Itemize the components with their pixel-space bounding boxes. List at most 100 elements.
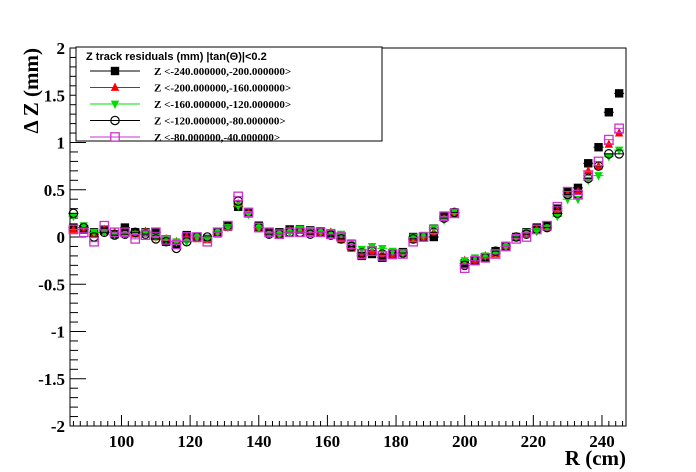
x-axis: 100 120 140 160 180 200 220 240 xyxy=(72,415,624,451)
legend-title: Z track residuals (mm) |tan(Θ)|<0.2 xyxy=(86,51,267,63)
data-point xyxy=(367,246,377,257)
data-point xyxy=(140,230,151,240)
data-point xyxy=(254,224,263,233)
data-point xyxy=(542,224,552,233)
data-point xyxy=(89,236,99,247)
data-point xyxy=(68,224,79,235)
legend-entry-label: Z <-120.000000,-80.000000> xyxy=(154,116,286,128)
data-point xyxy=(275,230,284,240)
x-tick-label: 160 xyxy=(315,432,341,451)
data-point xyxy=(192,233,202,242)
data-point xyxy=(511,233,521,242)
y-tick-label: -1.5 xyxy=(38,370,65,389)
data-point xyxy=(346,239,357,250)
data-point xyxy=(387,249,398,259)
data-point xyxy=(68,208,79,219)
y-tick-label: 2 xyxy=(57,39,66,58)
x-tick-label: 100 xyxy=(109,432,135,451)
y-axis-title: Δ Z (mm) xyxy=(19,48,43,134)
data-point xyxy=(284,227,295,238)
data-point xyxy=(377,251,388,261)
data-point xyxy=(552,201,563,212)
legend-marker xyxy=(110,82,120,91)
data-point xyxy=(244,210,253,220)
data-point xyxy=(212,227,223,238)
data-point xyxy=(109,227,120,238)
data-point xyxy=(253,222,264,233)
data-point xyxy=(78,227,89,238)
data-point xyxy=(594,143,603,152)
data-point xyxy=(532,227,541,237)
data-point xyxy=(213,228,222,238)
y-tick-label: 0.5 xyxy=(44,181,65,200)
data-point xyxy=(120,230,130,240)
data-point xyxy=(192,232,202,242)
data-point xyxy=(531,224,542,235)
legend-marker xyxy=(110,100,120,109)
data-point xyxy=(594,172,603,181)
data-point xyxy=(614,89,624,98)
data-point xyxy=(614,146,624,156)
data-point xyxy=(223,224,233,233)
data-point xyxy=(130,234,141,244)
x-tick-label: 200 xyxy=(452,432,478,451)
data-point xyxy=(295,227,305,238)
y-tick-label: -1 xyxy=(51,323,65,342)
data-point xyxy=(439,211,449,222)
data-point xyxy=(69,224,78,233)
data-point xyxy=(150,227,161,238)
data-point xyxy=(428,224,439,235)
data-point xyxy=(398,249,408,259)
data-point xyxy=(325,229,336,240)
legend-entry-label: Z <-160.000000,-120.000000> xyxy=(154,99,291,111)
legend-entry-label: Z <-240.000000,-200.000000> xyxy=(154,66,291,78)
data-point xyxy=(378,244,387,254)
y-axis: -2 -1.5 -1 -0.5 0 0.5 1 1.5 2 xyxy=(38,39,86,436)
y-tick-label: 0 xyxy=(57,228,66,247)
series-5 xyxy=(68,123,625,274)
x-tick-label: 240 xyxy=(589,432,615,451)
data-point xyxy=(584,165,593,175)
data-point xyxy=(305,227,316,238)
x-tick-label: 220 xyxy=(521,432,547,451)
data-point xyxy=(480,252,491,263)
data-point xyxy=(584,176,593,186)
data-point xyxy=(347,239,356,248)
data-point xyxy=(356,249,367,259)
data-point xyxy=(593,156,604,167)
data-point xyxy=(243,207,254,218)
data-point xyxy=(336,232,346,242)
data-point xyxy=(233,191,244,202)
data-point xyxy=(511,234,522,244)
data-point xyxy=(223,220,233,231)
data-point xyxy=(521,232,532,242)
data-point xyxy=(151,234,161,244)
data-point xyxy=(161,234,171,245)
data-point xyxy=(490,249,501,259)
legend-box xyxy=(75,46,383,142)
legend-entry-label: Z <-80.000000,-40.000000> xyxy=(154,132,280,144)
data-point xyxy=(501,243,511,252)
data-point xyxy=(459,263,470,274)
x-tick-label: 180 xyxy=(383,432,409,451)
data-point xyxy=(120,227,130,238)
data-point xyxy=(604,108,614,117)
data-point xyxy=(274,229,285,240)
y-tick-label: -0.5 xyxy=(38,275,65,294)
data-point xyxy=(181,232,192,242)
data-point xyxy=(264,230,274,240)
data-point xyxy=(306,226,315,236)
data-point xyxy=(562,186,573,197)
data-point xyxy=(408,236,419,247)
legend: Z track residuals (mm) |tan(Θ)|<0.2 Z <-… xyxy=(75,46,383,144)
data-point xyxy=(542,220,552,231)
legend-marker xyxy=(110,66,120,76)
data-point xyxy=(584,159,593,168)
legend-marker xyxy=(110,132,120,142)
data-point xyxy=(99,220,110,231)
data-point xyxy=(470,255,480,266)
data-point xyxy=(171,239,182,250)
x-tick-label: 140 xyxy=(246,432,272,451)
legend-marker xyxy=(110,115,120,126)
